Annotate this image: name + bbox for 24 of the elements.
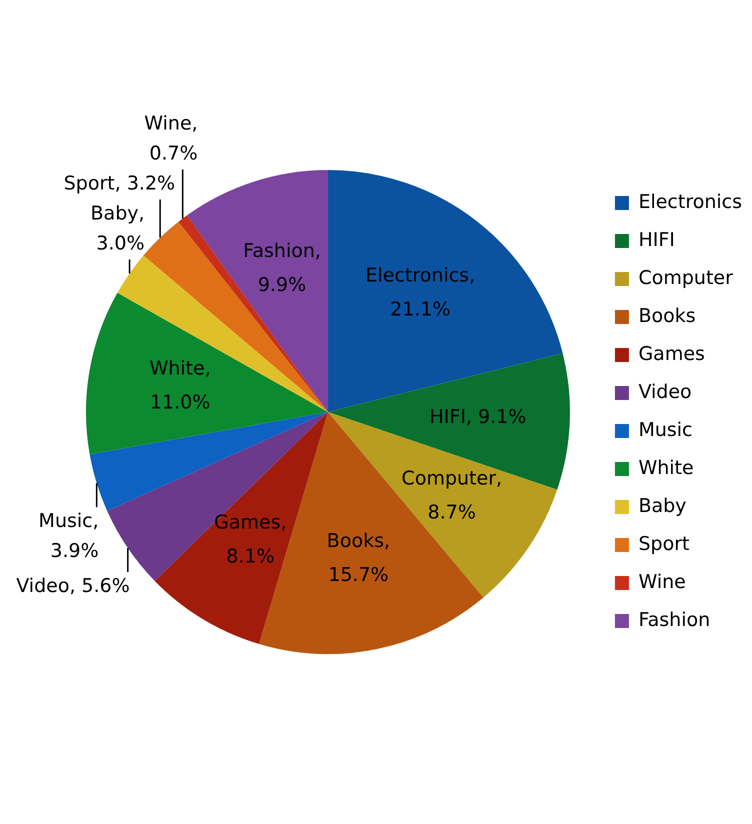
- data-label: Sport, 3.2%: [64, 172, 176, 194]
- legend-label: Sport: [638, 532, 690, 555]
- data-label: Video, 5.6%: [16, 574, 130, 597]
- data-label: Music, 3.9%: [38, 510, 99, 562]
- data-label: HIFI, 9.1%: [429, 406, 526, 428]
- legend-label: Computer: [638, 266, 734, 289]
- data-label: Games, 8.1%: [214, 511, 287, 568]
- data-label: Fashion, 9.9%: [243, 240, 321, 296]
- legend-label: Baby: [638, 494, 686, 517]
- data-label: Wine, 0.7%: [144, 112, 198, 164]
- legend-label: Video: [638, 380, 692, 403]
- legend-label: Music: [638, 418, 693, 441]
- legend-label: Electronics: [638, 190, 742, 213]
- data-label: Baby, 3.0%: [90, 202, 145, 254]
- legend-label: HIFI: [638, 228, 675, 251]
- data-label: Electronics, 21.1%: [366, 264, 476, 321]
- legend-label: Books: [638, 304, 696, 327]
- legend-label: Wine: [638, 570, 686, 593]
- data-label: Computer, 8.7%: [402, 468, 502, 524]
- legend-label: White: [638, 456, 694, 479]
- data-label: White, 11.0%: [149, 358, 211, 414]
- legend-label: Fashion: [638, 608, 710, 631]
- legend-label: Games: [638, 342, 705, 365]
- data-label: Books, 15.7%: [326, 530, 390, 586]
